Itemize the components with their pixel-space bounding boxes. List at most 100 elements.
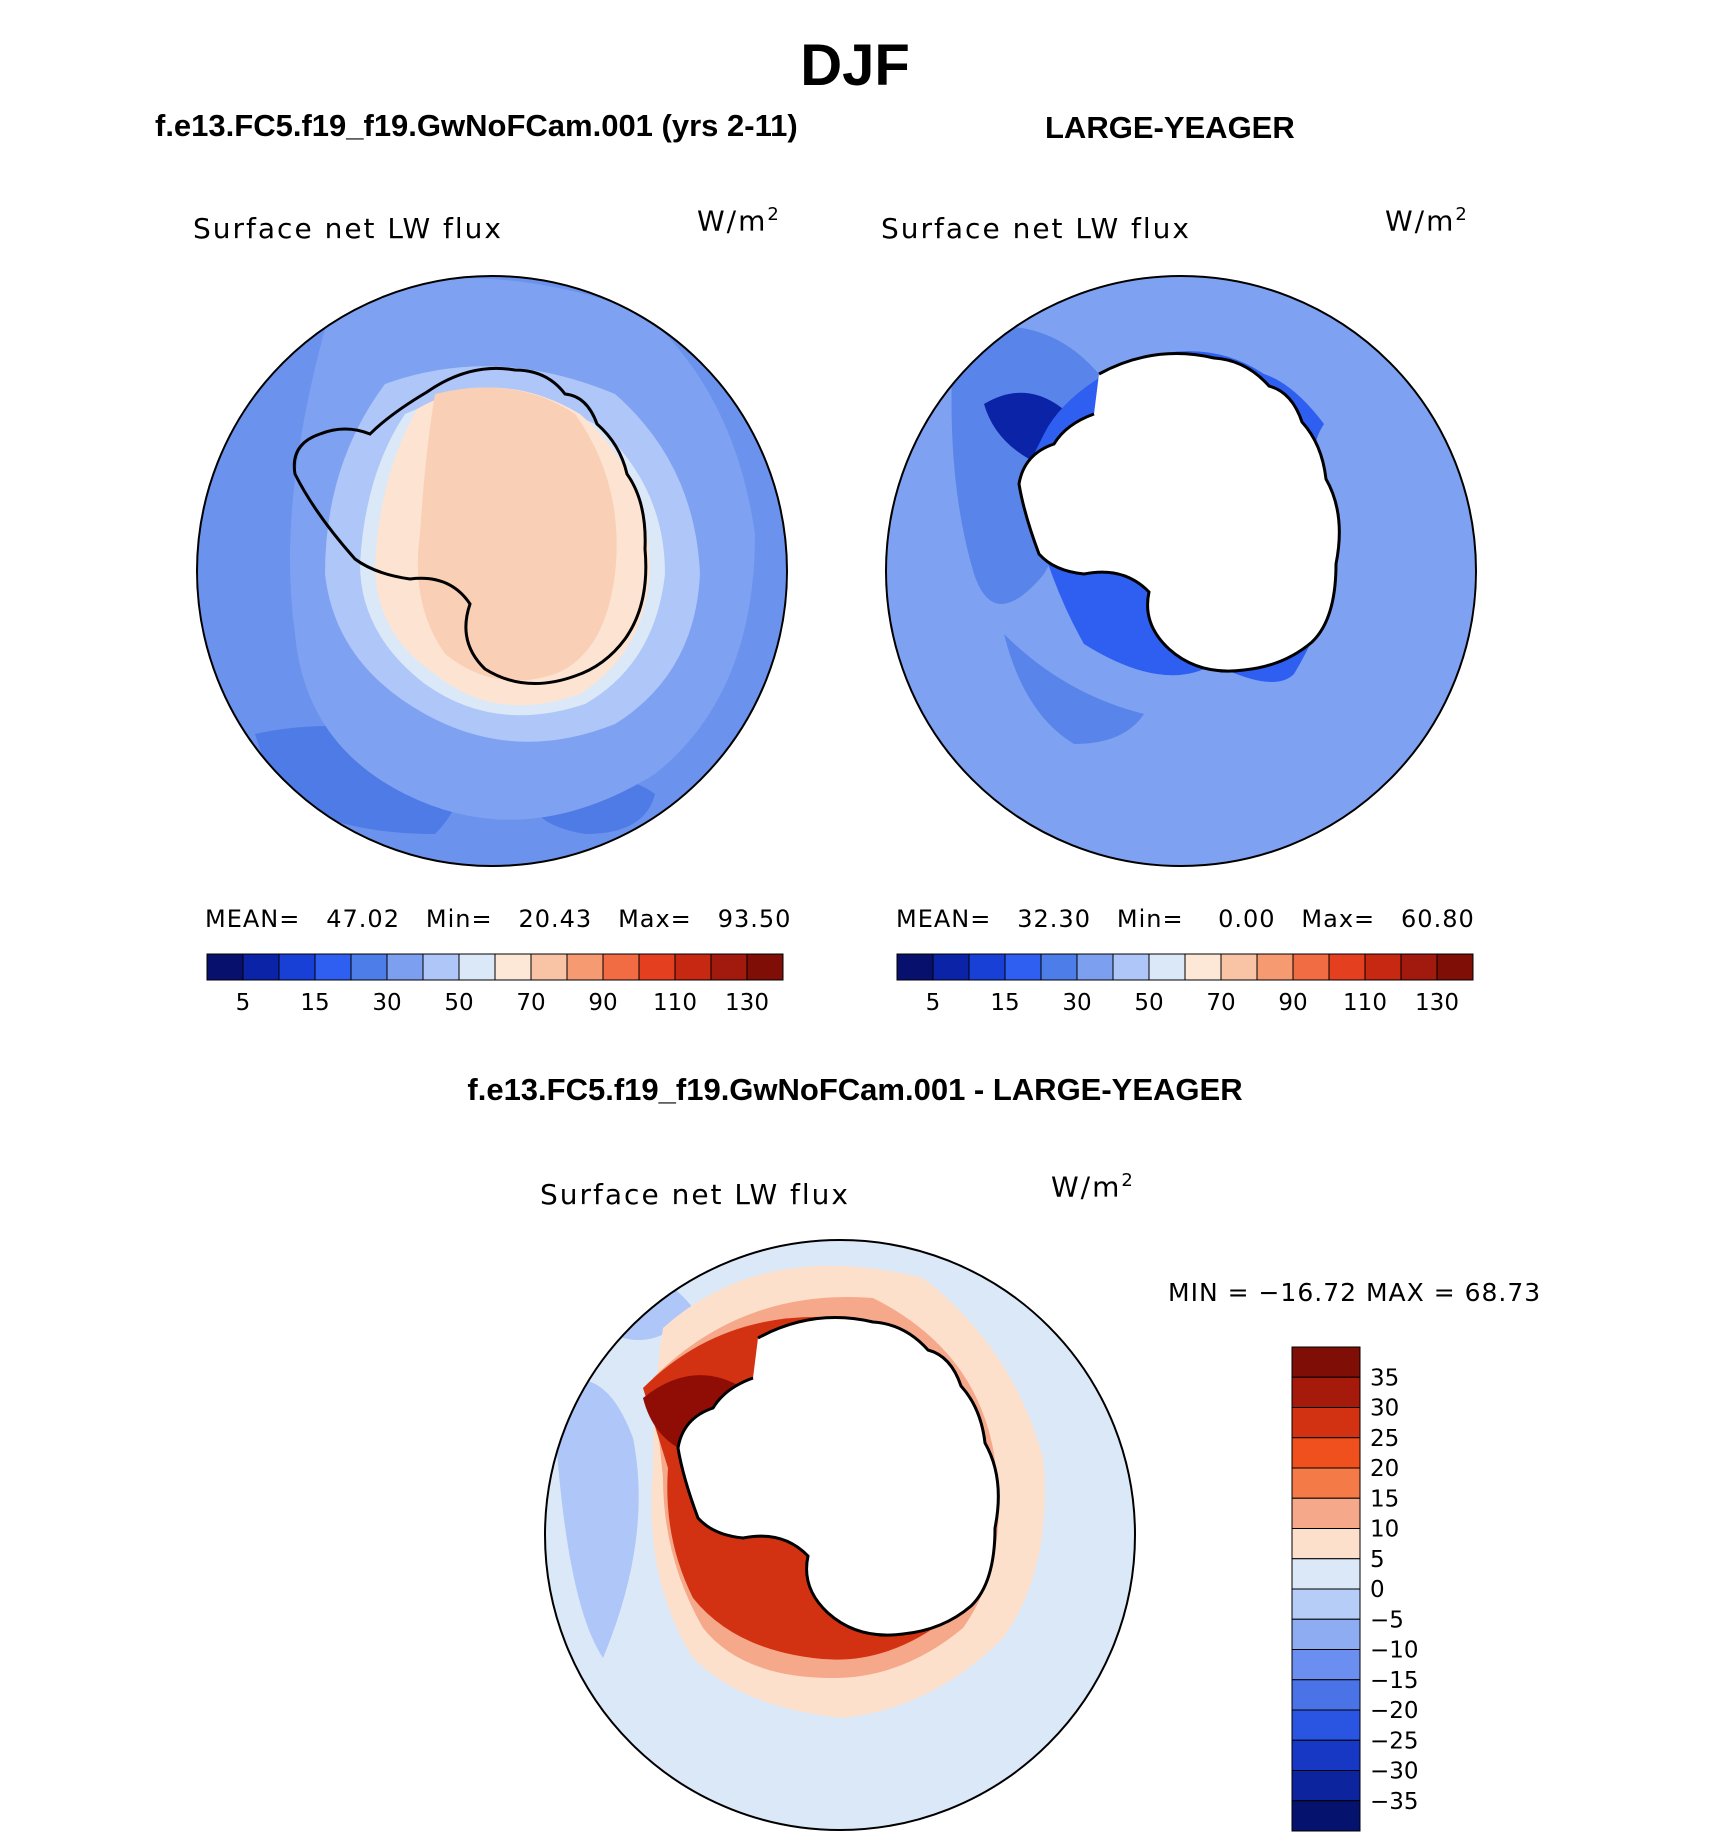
colorbar-swatch: [1400, 953, 1438, 981]
colorbar-swatch: [710, 953, 748, 981]
obs-stats: MEAN= 32.30 Min= 0.00 Max= 60.80: [896, 905, 1475, 933]
colorbar-swatch: [1220, 953, 1258, 981]
colorbar-tick-label: −30: [1370, 1759, 1419, 1785]
colorbar-swatch: [638, 953, 676, 981]
max-diff-region: [643, 1375, 743, 1453]
colorbar-tick-label: 90: [1278, 990, 1307, 1016]
antarctic-continent-blank: [678, 1317, 999, 1636]
colorbar-tick-label: 5: [926, 990, 941, 1016]
season-title: DJF: [800, 33, 910, 98]
model-colorbar: 5 15 30 50 70 90 110 130: [206, 953, 784, 1016]
colorbar-swatch: [746, 953, 784, 981]
colorbar-tick-label: 90: [588, 990, 617, 1016]
colorbar-tick-label: 15: [1370, 1486, 1399, 1512]
colorbar-swatch: [1436, 953, 1474, 981]
colorbar-swatch: [458, 953, 496, 981]
colorbar-swatch: [1291, 1376, 1361, 1408]
difference-polar-map: [544, 1239, 1136, 1831]
colorbar-tick-label: 30: [372, 990, 401, 1016]
colorbar-swatch: [1148, 953, 1186, 981]
map-boundary: [196, 275, 788, 867]
colorbar-tick-label: 70: [516, 990, 545, 1016]
colorbar-swatch: [494, 953, 532, 981]
colorbar-swatch: [1291, 1528, 1361, 1560]
difference-variable-label: Surface net LW flux: [540, 1178, 850, 1211]
ocean-negative-region: [553, 1379, 639, 1658]
colorbar-tick-label: 30: [1062, 990, 1091, 1016]
colorbar-swatch: [1291, 1588, 1361, 1620]
colorbar-tick-label: −10: [1370, 1638, 1419, 1664]
colorbar-tick-label: 50: [1134, 990, 1163, 1016]
colorbar-swatch: [1256, 953, 1294, 981]
difference-colorbar: 35 30 25 20 15 10 5 0 −5 −10 −15 −20 −25 −30 −35: [1291, 1346, 1419, 1832]
colorbar-tick-label: 20: [1370, 1456, 1399, 1482]
antarctica-coastline: [1017, 352, 1341, 673]
colorbar-tick-label: 15: [300, 990, 329, 1016]
map-boundary: [885, 275, 1477, 867]
colorbar-swatch: [1364, 953, 1402, 981]
colorbar-swatch: [674, 953, 712, 981]
colorbar-swatch: [1291, 1800, 1361, 1832]
colorbar-tick-label: 5: [236, 990, 251, 1016]
colorbar-swatch: [1328, 953, 1366, 981]
colorbar-swatch: [242, 953, 280, 981]
colorbar-swatch: [1291, 1467, 1361, 1499]
model-polar-map: [196, 275, 788, 867]
colorbar-tick-label: −20: [1370, 1698, 1419, 1724]
colorbar-tick-label: 10: [1370, 1517, 1399, 1543]
colorbar-swatch: [932, 953, 970, 981]
difference-minmax: MIN = −16.72 MAX = 68.73: [1168, 1278, 1542, 1307]
colorbar-swatch: [566, 953, 604, 981]
colorbar-swatch: [386, 953, 424, 981]
colorbar-swatch: [1112, 953, 1150, 981]
colorbar-tick-label: 30: [1370, 1396, 1399, 1422]
colorbar-tick-label: 110: [1343, 990, 1387, 1016]
obs-variable-label: Surface net LW flux: [881, 212, 1191, 245]
colorbar-swatch: [1291, 1770, 1361, 1802]
model-case-title: f.e13.FC5.f19_f19.GwNoFCam.001 (yrs 2-11…: [155, 108, 798, 143]
antarctic-continent-blank: [1019, 353, 1340, 672]
colorbar-swatch: [1004, 953, 1042, 981]
colorbar-tick-label: −5: [1370, 1607, 1404, 1633]
colorbar-tick-label: −15: [1370, 1668, 1419, 1694]
obs-case-title: LARGE-YEAGER: [1045, 110, 1295, 145]
colorbar-swatch: [1291, 1649, 1361, 1681]
ocean-low-region: [1004, 634, 1144, 744]
colorbar-swatch: [422, 953, 460, 981]
colorbar-tick-label: 130: [1415, 990, 1459, 1016]
colorbar-swatch: [1291, 1346, 1361, 1378]
colorbar-swatch: [1291, 1497, 1361, 1529]
obs-units-label: W/m2: [1385, 204, 1469, 238]
map-boundary: [544, 1239, 1136, 1831]
colorbar-swatch: [314, 953, 352, 981]
colorbar-tick-label: −25: [1370, 1728, 1419, 1754]
colorbar-swatch: [602, 953, 640, 981]
colorbar-tick-label: 70: [1206, 990, 1235, 1016]
antarctica-coastline: [676, 1316, 1000, 1637]
colorbar-swatch: [1291, 1709, 1361, 1741]
model-variable-label: Surface net LW flux: [193, 212, 503, 245]
colorbar-tick-label: 110: [653, 990, 697, 1016]
colorbar-tick-label: 5: [1370, 1547, 1385, 1573]
colorbar-tick-label: 25: [1370, 1426, 1399, 1452]
model-units-label: W/m2: [697, 204, 781, 238]
colorbar-swatch: [278, 953, 316, 981]
antarctica-coastline: [292, 366, 648, 686]
colorbar-swatch: [350, 953, 388, 981]
colorbar-swatch: [1184, 953, 1222, 981]
colorbar-swatch: [1291, 1679, 1361, 1711]
colorbar-tick-label: 130: [725, 990, 769, 1016]
obs-colorbar: 5 15 30 50 70 90 110 130: [896, 953, 1474, 1016]
difference-units-label: W/m2: [1051, 1170, 1135, 1204]
colorbar-swatch: [896, 953, 934, 981]
colorbar-swatch: [1291, 1437, 1361, 1469]
colorbar-swatch: [206, 953, 244, 981]
colorbar-swatch: [1076, 953, 1114, 981]
colorbar-swatch: [968, 953, 1006, 981]
colorbar-tick-label: 35: [1370, 1365, 1399, 1391]
colorbar-swatch: [1292, 953, 1330, 981]
colorbar-swatch: [1291, 1407, 1361, 1439]
colorbar-tick-label: 0: [1370, 1577, 1385, 1603]
colorbar-tick-label: 15: [990, 990, 1019, 1016]
obs-polar-map: [885, 275, 1477, 867]
